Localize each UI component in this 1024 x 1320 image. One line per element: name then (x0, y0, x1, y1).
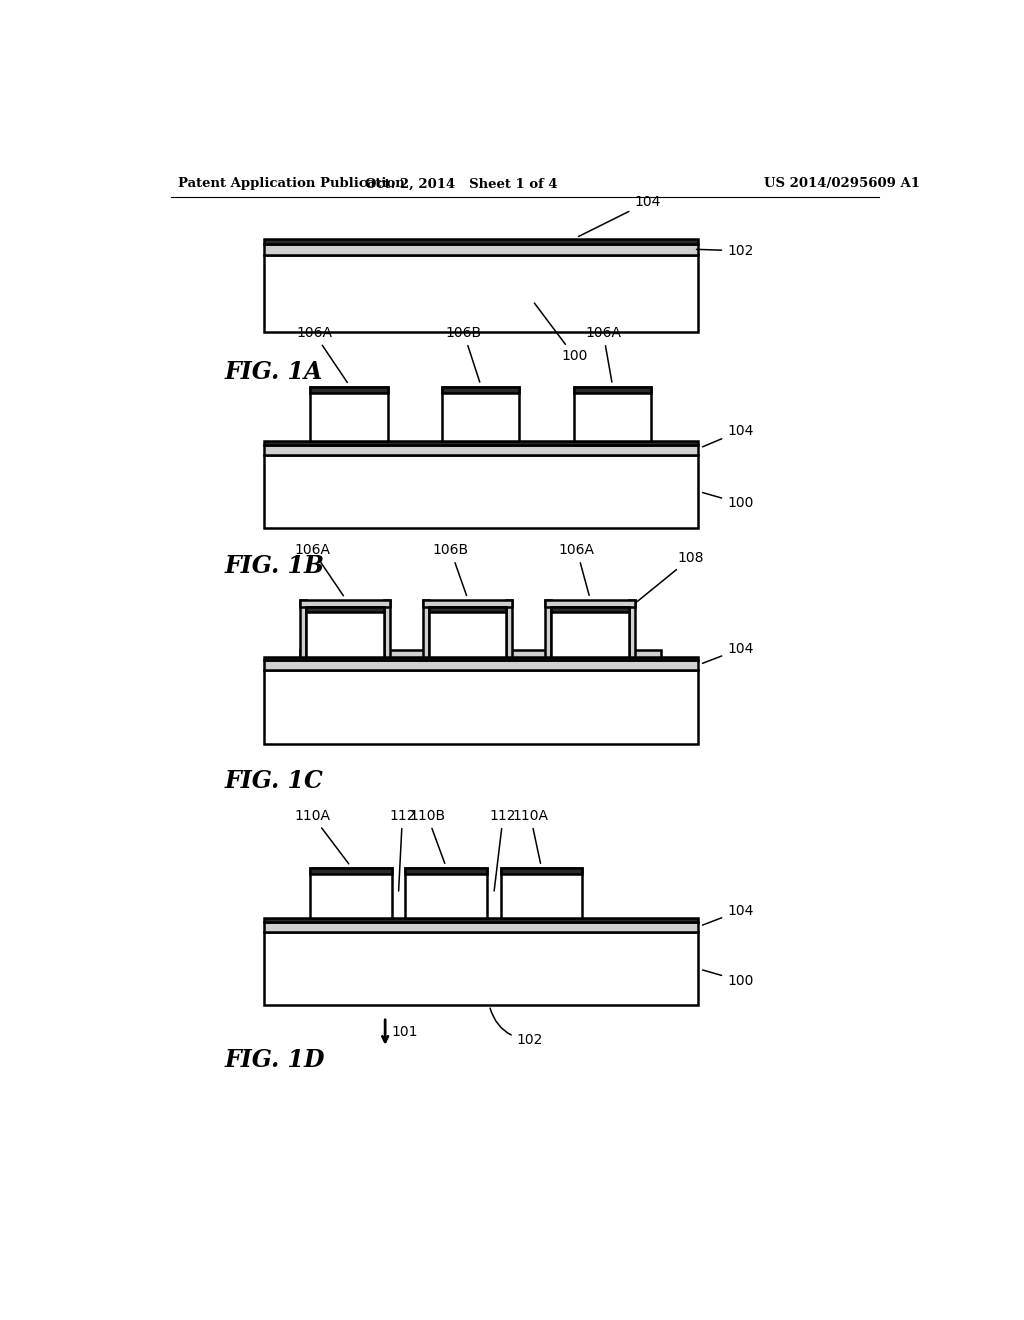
Text: 102: 102 (696, 244, 754, 257)
Bar (263, 244, 697, 255)
Bar (263, 932, 697, 1006)
Text: 106A: 106A (296, 326, 347, 383)
Text: FIG. 1C: FIG. 1C (225, 770, 324, 793)
Bar (629, 601, 635, 656)
Text: FIG. 1B: FIG. 1B (225, 553, 325, 578)
Bar (263, 455, 697, 528)
Bar (263, 671, 697, 743)
Bar (429, 607, 506, 656)
Text: Oct. 2, 2014   Sheet 1 of 4: Oct. 2, 2014 Sheet 1 of 4 (365, 177, 557, 190)
Bar (423, 601, 512, 607)
Text: 110B: 110B (410, 809, 445, 863)
Bar (384, 601, 390, 656)
Bar (545, 601, 635, 607)
Text: 101: 101 (391, 1026, 418, 1039)
Text: 106A: 106A (559, 544, 595, 595)
Bar (263, 239, 697, 244)
Text: 104: 104 (702, 904, 754, 925)
Text: 108: 108 (637, 550, 703, 602)
Bar (545, 601, 551, 656)
Bar (263, 923, 697, 932)
Text: 106A: 106A (586, 326, 622, 381)
Text: 100: 100 (535, 304, 588, 363)
Text: 100: 100 (702, 492, 754, 511)
Bar (300, 601, 306, 656)
Text: 104: 104 (702, 642, 754, 663)
Bar (406, 869, 486, 874)
Text: Patent Application Publication: Patent Application Publication (178, 177, 406, 190)
Bar (506, 601, 512, 656)
Bar (573, 387, 651, 393)
Text: US 2014/0295609 A1: US 2014/0295609 A1 (764, 177, 920, 190)
Bar (306, 607, 384, 656)
Bar (306, 607, 384, 612)
Bar (442, 387, 519, 441)
Text: 104: 104 (702, 424, 754, 447)
Text: 106A: 106A (295, 544, 343, 595)
Text: 110A: 110A (512, 809, 549, 863)
Text: 110A: 110A (295, 809, 349, 863)
Bar (263, 441, 697, 445)
Bar (263, 660, 697, 671)
Bar (263, 255, 697, 331)
Bar (310, 869, 391, 874)
Text: 112: 112 (489, 809, 516, 891)
Bar (263, 445, 697, 455)
Bar (501, 869, 583, 874)
Bar (406, 869, 486, 919)
Text: 106B: 106B (432, 544, 469, 595)
Bar (501, 869, 583, 919)
Bar (300, 651, 662, 656)
Text: 100: 100 (702, 970, 754, 987)
Bar (429, 607, 506, 612)
Text: 106B: 106B (445, 326, 482, 381)
Bar (310, 869, 391, 919)
Text: 102: 102 (490, 1008, 543, 1047)
Bar (310, 387, 388, 393)
Bar (442, 387, 519, 393)
Bar (310, 387, 388, 441)
Text: FIG. 1A: FIG. 1A (225, 360, 324, 384)
Bar (551, 607, 629, 612)
Bar (551, 607, 629, 656)
Bar (573, 387, 651, 441)
Text: 112: 112 (389, 809, 416, 891)
Text: FIG. 1D: FIG. 1D (225, 1048, 326, 1072)
Bar (263, 919, 697, 923)
Bar (263, 656, 697, 660)
Bar (423, 601, 429, 656)
Text: 104: 104 (579, 195, 660, 236)
Bar (300, 601, 390, 607)
